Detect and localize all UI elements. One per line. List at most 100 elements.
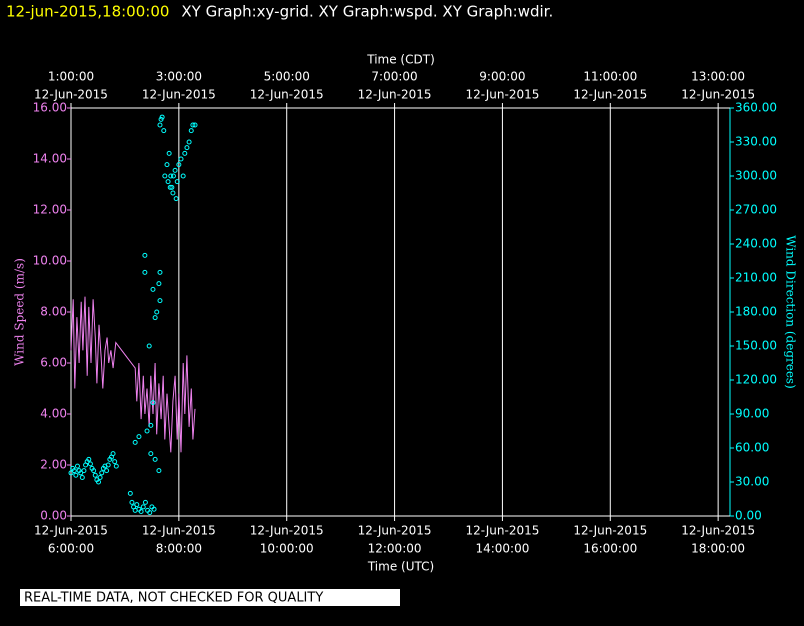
y2-axis-label: Wind Direction (degrees) bbox=[784, 235, 798, 389]
x-tick-label: 10:00:00 bbox=[260, 542, 314, 556]
x2-axis-label: Time (CDT) bbox=[366, 53, 435, 67]
y2-tick-label: 0.00 bbox=[735, 509, 762, 523]
y-tick-label: 6.00 bbox=[40, 356, 67, 370]
wind-direction-point bbox=[176, 162, 182, 168]
wind-direction-point bbox=[146, 343, 152, 349]
wind-direction-point bbox=[170, 190, 176, 196]
wind-direction-point bbox=[68, 470, 74, 476]
wind-direction-point bbox=[182, 150, 188, 156]
wind-speed-line bbox=[70, 296, 196, 453]
y2-tick-label: 270.00 bbox=[735, 203, 777, 217]
x-tick-label: 8:00:00 bbox=[156, 542, 202, 556]
x-tick-label: 18:00:00 bbox=[691, 542, 745, 556]
wind-direction-point bbox=[91, 468, 97, 474]
x2-tick-label: 3:00:00 bbox=[156, 70, 202, 84]
wind-direction-point bbox=[161, 128, 167, 134]
y2-tick-label: 120.00 bbox=[735, 373, 777, 387]
x2-tick-date: 12-Jun-2015 bbox=[358, 88, 432, 102]
wind-direction-point bbox=[96, 479, 102, 485]
wind-direction-point bbox=[81, 468, 87, 474]
wind-direction-point bbox=[78, 470, 84, 476]
x-tick-date: 12-Jun-2015 bbox=[465, 524, 539, 538]
wind-direction-point bbox=[87, 461, 93, 467]
x-tick-date: 12-Jun-2015 bbox=[573, 524, 647, 538]
wind-direction-point bbox=[127, 490, 133, 496]
x2-tick-date: 12-Jun-2015 bbox=[142, 88, 216, 102]
y-tick-label: 14.00 bbox=[33, 152, 67, 166]
x-tick-label: 12:00:00 bbox=[368, 542, 422, 556]
wind-direction-point bbox=[152, 456, 158, 462]
wind-direction-point bbox=[86, 456, 92, 462]
y-tick-label: 0.00 bbox=[40, 509, 67, 523]
wind-direction-point bbox=[174, 179, 180, 185]
wind-direction-point bbox=[172, 167, 178, 173]
wind-direction-point bbox=[173, 196, 179, 202]
y2-tick-label: 30.00 bbox=[735, 475, 769, 489]
y-tick-label: 16.00 bbox=[33, 101, 67, 115]
wind-direction-point bbox=[178, 156, 184, 162]
x-tick-date: 12-Jun-2015 bbox=[681, 524, 755, 538]
wind-direction-point bbox=[157, 298, 163, 304]
x-tick-date: 12-Jun-2015 bbox=[142, 524, 216, 538]
wind-direction-point bbox=[142, 499, 148, 505]
x2-tick-date: 12-Jun-2015 bbox=[465, 88, 539, 102]
wind-direction-point bbox=[188, 128, 194, 134]
x2-tick-date: 12-Jun-2015 bbox=[681, 88, 755, 102]
y-tick-label: 2.00 bbox=[40, 458, 67, 472]
y-tick-label: 8.00 bbox=[40, 305, 67, 319]
y2-tick-label: 360.00 bbox=[735, 101, 777, 115]
wind-direction-point bbox=[167, 184, 173, 190]
wind-direction-point bbox=[147, 510, 153, 516]
x-tick-label: 16:00:00 bbox=[583, 542, 637, 556]
wind-direction-point bbox=[99, 470, 105, 476]
x2-tick-label: 9:00:00 bbox=[479, 70, 525, 84]
wind-direction-point bbox=[166, 150, 172, 156]
wind-direction-point bbox=[142, 269, 148, 275]
y2-tick-label: 240.00 bbox=[735, 237, 777, 251]
wind-direction-point bbox=[104, 468, 110, 474]
wind-direction-point bbox=[73, 472, 79, 478]
y-axis-label: Wind Speed (m/s) bbox=[13, 258, 27, 366]
wind-direction-point bbox=[138, 508, 144, 514]
wind-direction-point bbox=[165, 179, 171, 185]
wind-direction-point bbox=[164, 162, 170, 168]
y-tick-label: 12.00 bbox=[33, 203, 67, 217]
wind-direction-point bbox=[140, 504, 146, 510]
wind-direction-point bbox=[156, 468, 162, 474]
wind-direction-point bbox=[148, 451, 154, 457]
footer: REAL-TIME DATA, NOT CHECKED FOR QUALITY bbox=[24, 591, 323, 606]
wind-direction-point bbox=[157, 269, 163, 275]
footer-box bbox=[20, 589, 400, 606]
wind-direction-point bbox=[74, 463, 80, 469]
x2-tick-label: 1:00:00 bbox=[48, 70, 94, 84]
wind-direction-point bbox=[154, 309, 160, 315]
x2-tick-date: 12-Jun-2015 bbox=[250, 88, 324, 102]
wind-direction-point bbox=[136, 434, 142, 440]
wind-direction-point bbox=[162, 173, 168, 179]
wind-direction-point bbox=[168, 173, 174, 179]
x-axis-label: Time (UTC) bbox=[367, 560, 434, 574]
x2-tick-date: 12-Jun-2015 bbox=[34, 88, 108, 102]
wind-direction-point bbox=[180, 173, 186, 179]
wind-direction-point bbox=[71, 468, 77, 474]
y2-tick-label: 330.00 bbox=[735, 135, 777, 149]
wind-direction-point bbox=[190, 122, 196, 128]
y2-tick-label: 300.00 bbox=[735, 169, 777, 183]
wind-direction-point bbox=[105, 462, 111, 468]
y2-tick-label: 90.00 bbox=[735, 407, 769, 421]
x-tick-label: 14:00:00 bbox=[475, 542, 529, 556]
wind-direction-point bbox=[132, 439, 138, 445]
y-tick-label: 10.00 bbox=[33, 254, 67, 268]
wind-direction-point bbox=[152, 315, 158, 321]
wind-direction-point bbox=[92, 472, 98, 478]
wind-direction-point bbox=[134, 502, 140, 508]
wind-direction-point bbox=[129, 499, 135, 505]
x-tick-date: 12-Jun-2015 bbox=[358, 524, 432, 538]
x2-tick-date: 12-Jun-2015 bbox=[573, 88, 647, 102]
wind-direction-point bbox=[192, 122, 198, 128]
wind-direction-point bbox=[97, 474, 103, 480]
y2-tick-label: 180.00 bbox=[735, 305, 777, 319]
wind-direction-point bbox=[184, 145, 190, 151]
x2-tick-label: 5:00:00 bbox=[264, 70, 310, 84]
